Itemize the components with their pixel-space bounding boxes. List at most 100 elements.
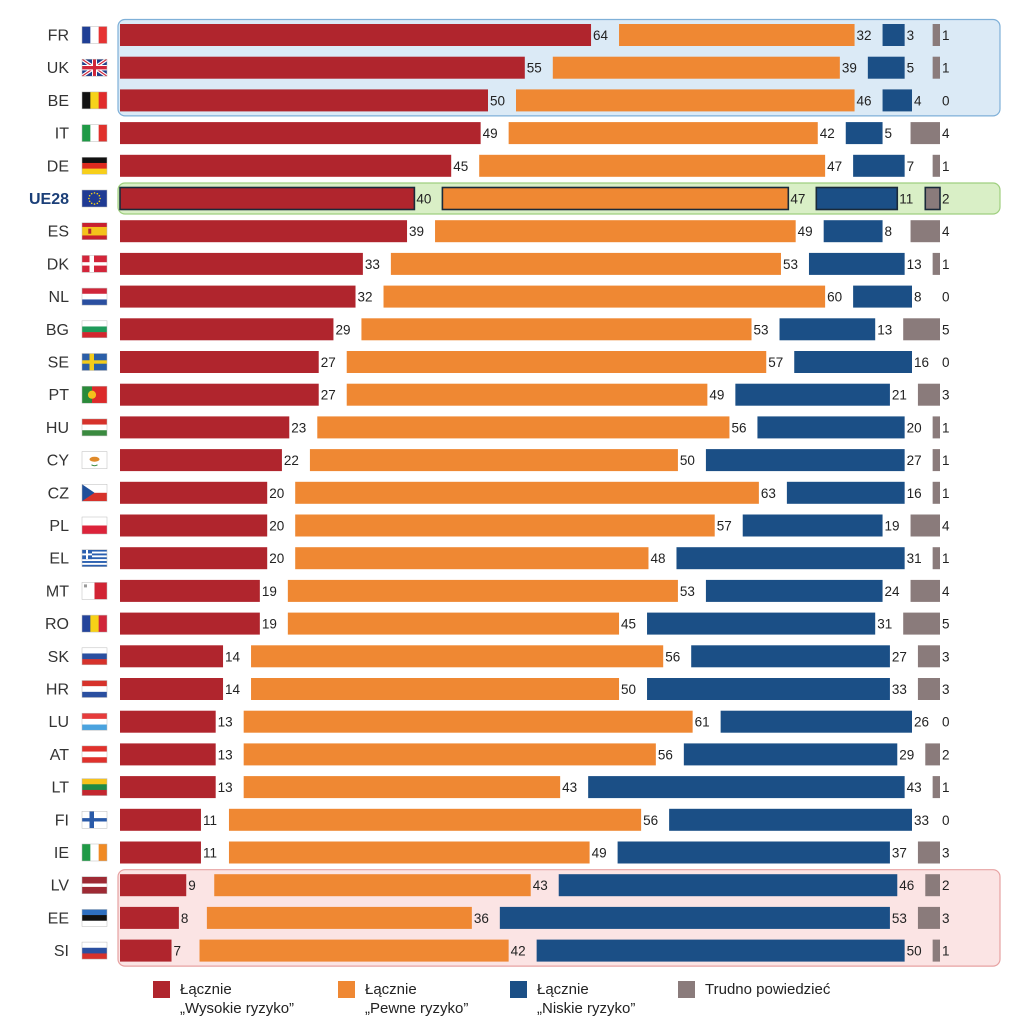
bar-ue28-s1	[441, 186, 790, 211]
bar-lu-s2	[720, 710, 912, 733]
category-label-be: BE	[48, 93, 69, 110]
value-label-it-s2: 5	[885, 126, 893, 141]
bar-ee-s0	[120, 906, 179, 929]
bar-nl-s0	[120, 285, 356, 308]
bar-be-s1	[516, 89, 855, 112]
category-label-uk: UK	[47, 60, 70, 77]
value-label-it-s1: 42	[820, 126, 835, 141]
bar-hr-s0	[120, 678, 224, 700]
bar-ro-s2	[647, 612, 876, 635]
chart-row-cz: CZ 20 63 16 1	[48, 481, 950, 504]
bar-hu-s2	[757, 416, 905, 439]
value-label-pt-s0: 27	[321, 388, 336, 403]
value-label-bg-s3: 5	[942, 322, 950, 337]
value-label-pl-s2: 19	[885, 519, 900, 534]
legend-label-3: Trudno powiedzieć	[705, 981, 831, 998]
value-label-bg-s2: 13	[877, 322, 892, 337]
bar-hr-s3	[917, 678, 940, 700]
value-label-ue28-s1: 47	[790, 192, 805, 207]
value-label-sk-s0: 14	[225, 649, 241, 664]
value-label-fi-s2: 33	[914, 813, 929, 828]
chart-row-hu: HU 23 56 20 1	[46, 416, 950, 439]
value-label-dk-s2: 13	[907, 257, 922, 272]
bar-be-s2	[882, 89, 912, 112]
bar-ie-s0	[120, 841, 201, 864]
chart-row-el: EL 20 48 31 1	[49, 547, 950, 570]
bar-cz-s3	[932, 481, 940, 504]
category-label-ue28: UE28	[29, 191, 69, 208]
value-label-sk-s2: 27	[892, 649, 907, 664]
value-label-lv-s0: 9	[188, 878, 196, 893]
flag-icon-mt	[81, 582, 108, 600]
bar-ie-s3	[917, 841, 940, 864]
value-label-ie-s0: 11	[203, 846, 217, 861]
category-label-lu: LU	[49, 714, 69, 731]
value-label-es-s0: 39	[409, 224, 424, 239]
value-label-hu-s0: 23	[291, 420, 306, 435]
value-label-cz-s0: 20	[269, 486, 284, 501]
bar-es-s3	[910, 220, 940, 243]
chart-row-fi: FI 11 56 33 0	[55, 808, 950, 831]
bar-hr-s2	[647, 678, 890, 700]
value-label-pl-s1: 57	[717, 519, 732, 534]
value-label-de-s0: 45	[453, 159, 468, 174]
bar-es-s2	[823, 220, 883, 243]
value-label-es-s1: 49	[798, 224, 813, 239]
bar-it-s3	[910, 122, 940, 145]
value-label-si-s3: 1	[942, 944, 950, 959]
bar-ue28-s3	[924, 186, 941, 211]
value-label-de-s2: 7	[907, 159, 915, 174]
bar-es-s1	[435, 220, 796, 243]
flag-icon-es	[81, 222, 108, 240]
chart-row-mt: MT 19 53 24 4	[46, 579, 950, 602]
flag-icon-at	[81, 745, 108, 764]
value-label-fr-s3: 1	[942, 28, 950, 43]
value-label-ue28-s0: 40	[416, 192, 431, 207]
value-label-pl-s0: 20	[269, 519, 284, 534]
category-label-pt: PT	[49, 387, 70, 404]
category-label-hr: HR	[46, 682, 69, 699]
bar-nl-s1	[383, 285, 826, 308]
value-label-se-s0: 27	[321, 355, 336, 370]
bar-ee-s2	[499, 906, 890, 929]
value-label-it-s0: 49	[483, 126, 498, 141]
category-label-cz: CZ	[48, 485, 70, 502]
bar-ue28-s0	[119, 186, 416, 211]
legend-swatch-0	[153, 981, 170, 998]
category-label-dk: DK	[47, 256, 70, 273]
bar-lt-s1	[243, 776, 561, 799]
bar-fi-s1	[228, 808, 642, 831]
value-label-ie-s3: 3	[942, 846, 950, 861]
chart-row-se: SE 27 57 16 0	[48, 351, 950, 373]
bar-lv-s2	[558, 874, 898, 897]
value-label-nl-s2: 8	[914, 290, 922, 305]
value-label-el-s1: 48	[650, 551, 665, 566]
bar-mt-s3	[910, 579, 940, 602]
bar-de-s1	[479, 154, 826, 177]
bar-hu-s0	[120, 416, 290, 439]
flag-icon-hu	[81, 418, 108, 437]
value-label-ie-s2: 37	[892, 846, 907, 861]
chart-row-hr: HR 14 50 33 3	[46, 678, 950, 700]
bar-cz-s2	[786, 481, 905, 504]
value-label-de-s3: 1	[942, 159, 950, 174]
legend-label-0: Łącznie „Wysokie ryzyko”	[180, 981, 295, 1017]
value-label-uk-s2: 5	[907, 61, 915, 76]
bar-dk-s0	[120, 252, 363, 275]
value-label-si-s2: 50	[907, 944, 922, 959]
value-label-hu-s1: 56	[731, 420, 746, 435]
value-label-el-s3: 1	[942, 551, 950, 566]
bar-sk-s3	[917, 645, 940, 668]
bar-se-s1	[346, 351, 767, 373]
legend-label-1: Łącznie „Pewne ryzyko”	[365, 981, 469, 1017]
value-label-ro-s0: 19	[262, 617, 277, 632]
flag-icon-de	[81, 157, 108, 175]
value-label-sk-s3: 3	[942, 649, 950, 664]
value-label-cy-s0: 22	[284, 453, 299, 468]
value-label-fi-s1: 56	[643, 813, 658, 828]
value-label-dk-s3: 1	[942, 257, 950, 272]
bar-be-s0	[120, 89, 488, 112]
flag-icon-lt	[81, 778, 108, 796]
value-label-nl-s3: 0	[942, 290, 950, 305]
bar-lu-s0	[120, 710, 216, 733]
